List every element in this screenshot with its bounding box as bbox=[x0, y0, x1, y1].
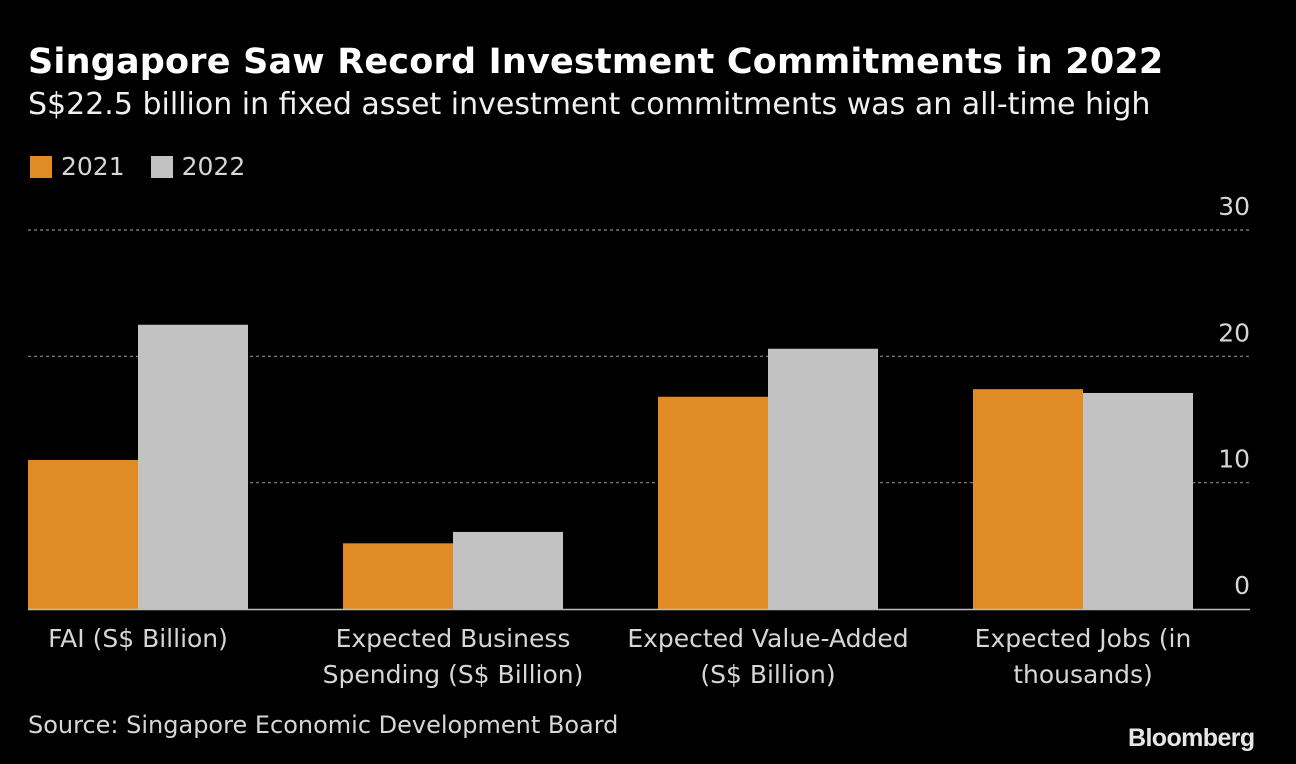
y-tick-label: 30 bbox=[1218, 192, 1250, 221]
legend-swatch-2021 bbox=[30, 155, 52, 178]
x-tick-label: FAI (S$ Billion) bbox=[48, 624, 228, 653]
source-note: Source: Singapore Economic Development B… bbox=[28, 711, 619, 739]
chart-title: Singapore Saw Record Investment Commitme… bbox=[28, 42, 1164, 82]
bar-2021 bbox=[343, 543, 453, 609]
bar-2022 bbox=[453, 531, 563, 609]
bar-2021 bbox=[973, 389, 1083, 609]
chart-subtitle: S$22.5 billion in fixed asset investment… bbox=[28, 87, 1151, 122]
bar-2021 bbox=[28, 459, 138, 609]
bar-2022 bbox=[768, 348, 878, 609]
x-tick-label: Expected Value-Added bbox=[627, 624, 908, 653]
x-tick-label: Expected Business bbox=[336, 624, 571, 653]
x-tick-label: thousands) bbox=[1013, 660, 1153, 689]
bar-2021 bbox=[658, 396, 768, 609]
x-tick-label: Expected Jobs (in bbox=[975, 624, 1192, 653]
legend: 2021 2022 bbox=[30, 152, 271, 181]
legend-item-2022: 2022 bbox=[150, 152, 246, 181]
bar-2022 bbox=[1083, 392, 1193, 609]
y-tick-label: 10 bbox=[1218, 445, 1250, 474]
y-tick-label: 0 bbox=[1234, 571, 1250, 600]
x-tick-label: (S$ Billion) bbox=[700, 660, 835, 689]
bar-2022 bbox=[138, 324, 248, 609]
x-tick-label: Spending (S$ Billion) bbox=[323, 660, 584, 689]
legend-item-2021: 2021 bbox=[30, 152, 125, 181]
y-tick-label: 20 bbox=[1218, 318, 1250, 347]
legend-swatch-2022 bbox=[150, 155, 173, 178]
bloomberg-logo: Bloomberg bbox=[1128, 724, 1255, 752]
legend-label-2022: 2022 bbox=[181, 152, 246, 181]
legend-label-2021: 2021 bbox=[61, 152, 125, 181]
